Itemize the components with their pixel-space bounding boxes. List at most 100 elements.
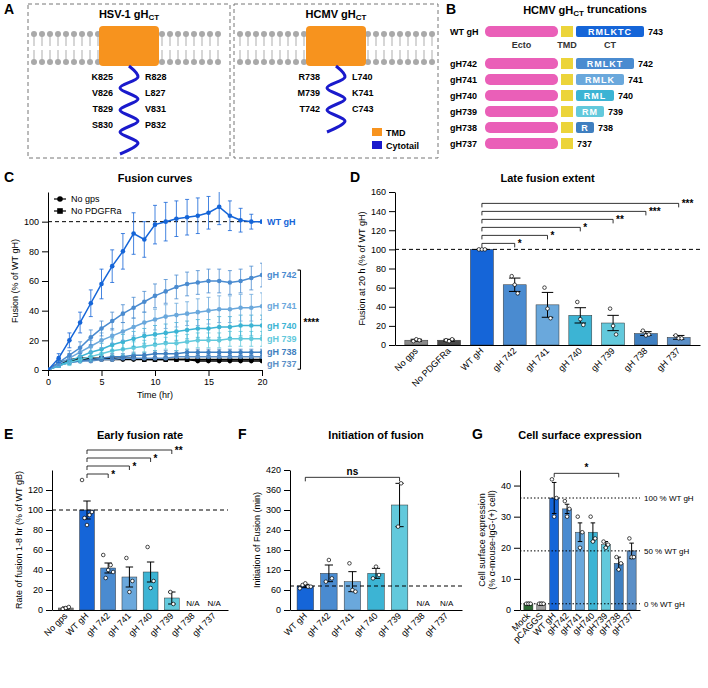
tick: 40 [29,306,48,316]
row-label: gH739 [450,107,477,117]
marker [142,299,147,304]
marker [185,215,190,220]
marker [228,280,233,285]
error-bar [196,349,200,355]
title-subscript: CT [356,13,367,22]
lipid-tail [65,36,66,46]
data-point [578,546,582,550]
error-bar [89,290,93,317]
data-point [516,292,520,296]
tick-label: gH 738 [622,346,650,374]
tick: gH 739 [589,346,617,374]
residue-label: R828 [145,72,167,82]
chart-panel: Early fusion rate020406080100120No gpsWT… [14,429,229,638]
data-point [396,525,400,529]
data-point [578,317,582,321]
lipid-head [199,31,205,37]
error-bar [217,355,221,358]
tick-mark [284,590,290,591]
lipid-head [245,31,251,37]
value-label: N/A [208,599,222,608]
lipid-tail [383,50,384,60]
tick-mark [284,550,290,551]
error-bar [228,296,232,323]
ecto-domain [485,74,558,85]
error-bar [260,355,262,358]
lipid-tail [391,36,392,46]
lipid-tail [209,36,210,46]
lipid-tail [57,36,58,46]
axis-title: Rate of fusion 1-8 hr (% of WT gB) [14,471,24,609]
ct-sequence: R [581,123,589,133]
error-bar [83,501,90,519]
error-bar [217,296,221,323]
data-point [617,568,621,572]
marker [153,222,158,227]
tick-label: gH 739 [589,346,617,374]
tick-mark [42,251,48,252]
marker [131,231,136,236]
marker [206,279,211,284]
lipid-tail [415,36,416,46]
residue-number: 742 [638,59,653,69]
tick: gH 738 [622,346,650,374]
residue-label: T829 [92,104,113,114]
data-point [513,283,517,287]
data-point [611,324,615,328]
marker [142,237,147,242]
lipid-head [269,31,275,37]
error-bar [228,355,232,358]
reference-line [520,498,640,499]
lipid-tail [193,50,194,60]
tick: No PDGFRa [410,346,453,389]
series-label: WT gH [267,217,296,227]
panel-letter: E [4,426,13,442]
residue-label: R738 [298,72,320,82]
lipid-head [191,59,197,65]
lipid-head [47,31,53,37]
data-point [608,307,612,311]
marker [163,331,168,336]
tick: 20 [29,336,48,346]
tick-label: 60 [33,545,43,555]
lipid-head [429,31,435,37]
lipid-tail [279,36,280,46]
tick-mark [42,370,48,371]
data-point [632,555,636,559]
marker [238,305,243,310]
lipid-tail [295,36,296,46]
marker [206,350,211,355]
marker [206,210,211,215]
data-point [593,537,597,541]
error-bar [185,355,189,358]
data-point [377,573,381,577]
data-point [399,482,403,486]
data-point [327,558,331,562]
lipid-tail [97,50,98,60]
lipid-head [413,31,419,37]
reference-line [395,249,700,250]
tick-label: No PDGFRa [410,346,453,389]
tmd-domain [561,74,573,85]
panel-letter: F [238,426,247,442]
lipid-head [389,31,395,37]
marker [196,338,201,343]
tick-mark [155,370,156,376]
lipid-tail [97,36,98,46]
lipid-tail [185,36,186,46]
lipid-head [373,59,379,65]
marker [110,264,115,269]
marker [174,216,179,221]
value-label: N/A [440,599,454,608]
marker [185,311,190,316]
tick-label: 100 [28,505,43,515]
tick: 0 [276,605,290,615]
error-bar [153,309,157,330]
error-bar [132,297,136,318]
panel-letter: D [350,169,360,185]
lipid-tail [287,36,288,46]
panel-frame [234,4,438,158]
tick: 60 [33,545,52,555]
tick-mark [389,345,395,346]
bar [550,498,559,610]
